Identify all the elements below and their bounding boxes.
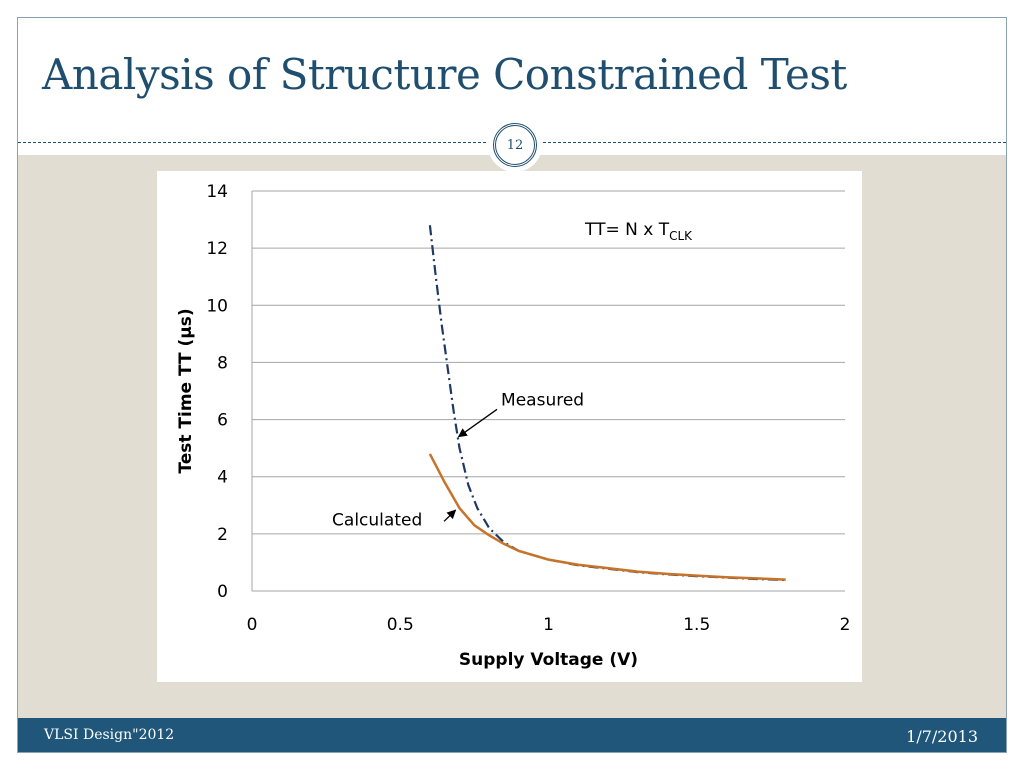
y-tick-0: 0 <box>217 582 228 602</box>
annotation-measured: Measured <box>501 390 584 410</box>
annotation-arrow-calculated <box>443 509 457 522</box>
chart-area <box>157 171 862 682</box>
slide-number: 12 <box>506 137 524 153</box>
x-tick-labels: 0 0.5 1 1.5 2 <box>247 615 851 635</box>
annotation-arrow-measured <box>457 408 498 438</box>
y-tick-8: 8 <box>217 353 228 373</box>
x-tick-1: 1 <box>543 615 554 635</box>
test-time-chart: 0 2 4 6 8 10 12 14 0 0.5 1 1.5 2 Supply Voltage (V)… <box>157 171 862 682</box>
x-tick-2: 2 <box>840 615 851 635</box>
x-tick-0.5: 0.5 <box>387 615 414 635</box>
series-annotations: Measured Calculated <box>332 390 584 530</box>
y-tick-labels: 0 2 4 6 8 10 12 14 <box>206 182 228 602</box>
equation-base: TT= N x T <box>584 220 670 240</box>
x-tick-0: 0 <box>247 615 258 635</box>
footer-conference: VLSI Design"2012 <box>44 727 175 743</box>
slide-title: Analysis of Structure Constrained Test <box>42 50 847 99</box>
footer-bar: VLSI Design"2012 1/7/2013 <box>18 718 1006 752</box>
gridlines <box>251 190 845 592</box>
equation-label: TT= N x TCLK <box>584 220 693 243</box>
x-axis-label: Supply Voltage (V) <box>459 650 638 670</box>
y-tick-4: 4 <box>217 468 228 488</box>
footer-date: 1/7/2013 <box>906 727 978 746</box>
slide-number-ring: 12 <box>493 123 537 167</box>
y-tick-14: 14 <box>206 182 228 202</box>
y-axis-label: Test Time TT (µs) <box>176 308 196 473</box>
y-tick-6: 6 <box>217 411 228 431</box>
y-tick-12: 12 <box>206 239 228 259</box>
series-line-calculated <box>428 453 786 581</box>
annotation-calculated: Calculated <box>332 510 422 530</box>
y-tick-2: 2 <box>217 525 228 545</box>
equation-subscript: CLK <box>669 229 693 243</box>
slide-number-badge: 12 <box>488 118 542 172</box>
x-tick-1.5: 1.5 <box>683 615 710 635</box>
y-tick-10: 10 <box>206 296 228 316</box>
